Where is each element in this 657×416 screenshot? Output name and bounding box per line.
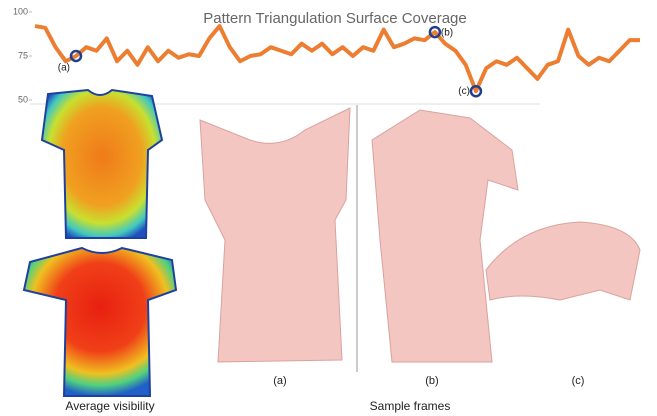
annotation-label: (b)	[441, 28, 453, 39]
annotation-label: (c)	[458, 86, 470, 97]
caption: Average visibility	[65, 399, 154, 413]
y-tick-label: 100	[13, 6, 28, 16]
series-line	[34, 24, 640, 94]
visibility-back	[22, 246, 178, 397]
annotation-label: (a)	[58, 63, 70, 74]
frame-a	[199, 107, 351, 363]
frame-b	[371, 109, 519, 363]
frame-label: (b)	[425, 375, 438, 387]
annotation-marker	[428, 25, 442, 39]
garment-images	[22, 88, 641, 397]
chart-title: Pattern Triangulation Surface Coverage	[203, 10, 467, 27]
annotation-marker	[469, 84, 483, 98]
frame-label: (c)	[572, 375, 585, 387]
annotation-marker	[69, 49, 83, 63]
y-tick-label: 75	[18, 50, 28, 60]
frame-c	[485, 221, 641, 301]
visibility-front	[40, 88, 164, 239]
frame-label: (a)	[273, 375, 286, 387]
y-tick-label: 50	[18, 94, 28, 104]
caption: Sample frames	[370, 399, 451, 413]
